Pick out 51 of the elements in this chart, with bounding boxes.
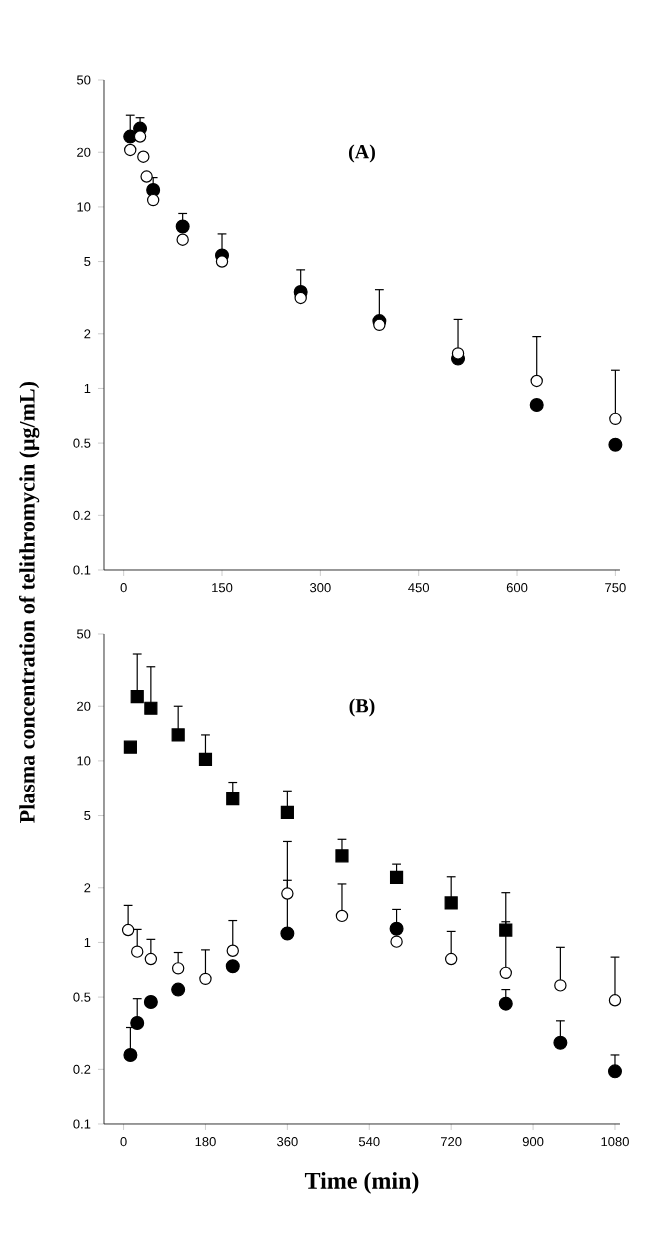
point — [294, 291, 307, 305]
point — [124, 143, 137, 157]
point — [199, 972, 212, 986]
point — [130, 1015, 145, 1030]
point — [335, 909, 349, 923]
point — [608, 437, 623, 452]
point — [171, 982, 186, 997]
point — [451, 347, 465, 360]
point — [390, 935, 403, 948]
point — [144, 701, 158, 715]
y-axis-title: Plasma concentration of telithromycin (μg/mL) — [19, 382, 40, 823]
point — [530, 374, 543, 388]
point — [143, 994, 158, 1009]
point — [121, 923, 135, 937]
point — [335, 849, 349, 863]
x-axis-title: Time (min) — [304, 1171, 419, 1194]
point — [123, 1047, 138, 1062]
point — [171, 962, 185, 975]
point — [499, 966, 512, 980]
point — [225, 959, 240, 974]
annotation: (A) — [348, 144, 375, 163]
point — [498, 996, 513, 1011]
point — [140, 170, 153, 183]
point — [226, 791, 240, 806]
point — [144, 952, 158, 966]
point — [280, 805, 294, 820]
point — [554, 979, 567, 992]
point — [444, 896, 458, 910]
point — [389, 921, 404, 936]
point — [171, 728, 185, 742]
point — [176, 233, 189, 246]
point — [281, 887, 294, 900]
point — [609, 412, 622, 426]
point — [130, 690, 144, 704]
point — [444, 952, 458, 966]
point — [608, 994, 622, 1007]
point — [215, 255, 229, 268]
point — [175, 219, 190, 234]
point — [137, 150, 150, 163]
point — [607, 1064, 622, 1079]
point — [553, 1035, 568, 1050]
point — [226, 944, 239, 957]
point — [131, 945, 144, 958]
point — [133, 130, 147, 143]
point — [280, 926, 295, 941]
point — [389, 870, 404, 885]
point — [123, 740, 137, 754]
point — [146, 193, 160, 207]
annotation: (B) — [349, 698, 375, 717]
point — [529, 398, 544, 413]
point — [198, 752, 213, 766]
